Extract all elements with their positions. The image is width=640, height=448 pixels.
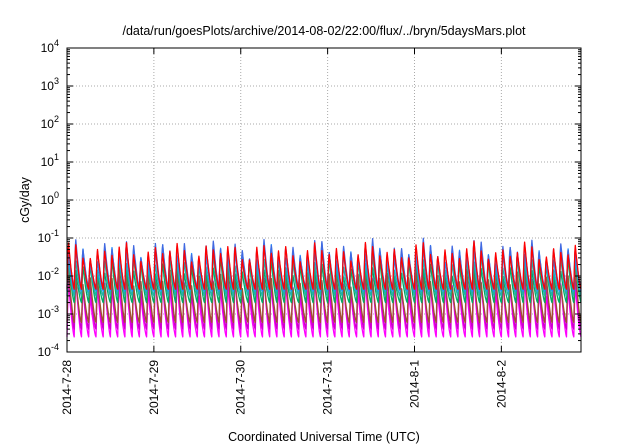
x-tick-label: 2014-7-31: [321, 360, 335, 415]
y-tick-base: 10: [41, 117, 55, 131]
y-tick-label: 100: [41, 190, 59, 207]
x-tick-label: 2014-7-28: [60, 360, 74, 415]
y-tick-base: 10: [41, 155, 55, 169]
y-tick-base: 10: [41, 79, 55, 93]
series-layer: [66, 237, 582, 338]
y-tick-exponent: -3: [51, 304, 59, 314]
series-line: [66, 240, 582, 290]
y-tick-base: 10: [41, 193, 55, 207]
y-tick-label: 103: [41, 76, 59, 93]
y-tick-label: 10-3: [38, 304, 59, 321]
y-tick-exponent: 3: [54, 76, 59, 86]
y-tick-exponent: -1: [51, 228, 59, 238]
x-axis: 2014-7-28 2014-7-29 2014-7-30 2014-7-31 2014…: [60, 48, 508, 415]
y-tick-base: 10: [38, 307, 52, 321]
x-tick-label: 2014-7-30: [234, 360, 248, 415]
chart-title: /data/run/goesPlots/archive/2014-08-02/2…: [122, 24, 526, 38]
y-tick-label: 10-1: [38, 228, 59, 245]
y-tick-exponent: 0: [54, 190, 59, 200]
y-tick-exponent: -4: [51, 342, 59, 352]
y-tick-label: 10-2: [38, 266, 59, 283]
y-tick-label: 101: [41, 152, 59, 169]
y-tick-base: 10: [38, 231, 52, 245]
y-tick-exponent: 1: [54, 152, 59, 162]
y-tick-exponent: 4: [54, 38, 59, 48]
y-tick-exponent: -2: [51, 266, 59, 276]
x-tick-label: 2014-8-2: [494, 360, 508, 408]
y-tick-exponent: 2: [54, 114, 59, 124]
y-tick-label: 102: [41, 114, 59, 131]
y-tick-label: 10-4: [38, 342, 59, 359]
x-tick-label: 2014-7-29: [147, 360, 161, 415]
y-tick-base: 10: [38, 269, 52, 283]
y-tick-base: 10: [38, 345, 52, 359]
x-tick-label: 2014-8-1: [407, 360, 421, 408]
y-axis-label: cGy/day: [18, 176, 32, 223]
y-tick-label: 104: [41, 38, 59, 55]
y-tick-base: 10: [41, 41, 55, 55]
x-axis-label: Coordinated Universal Time (UTC): [228, 430, 420, 444]
